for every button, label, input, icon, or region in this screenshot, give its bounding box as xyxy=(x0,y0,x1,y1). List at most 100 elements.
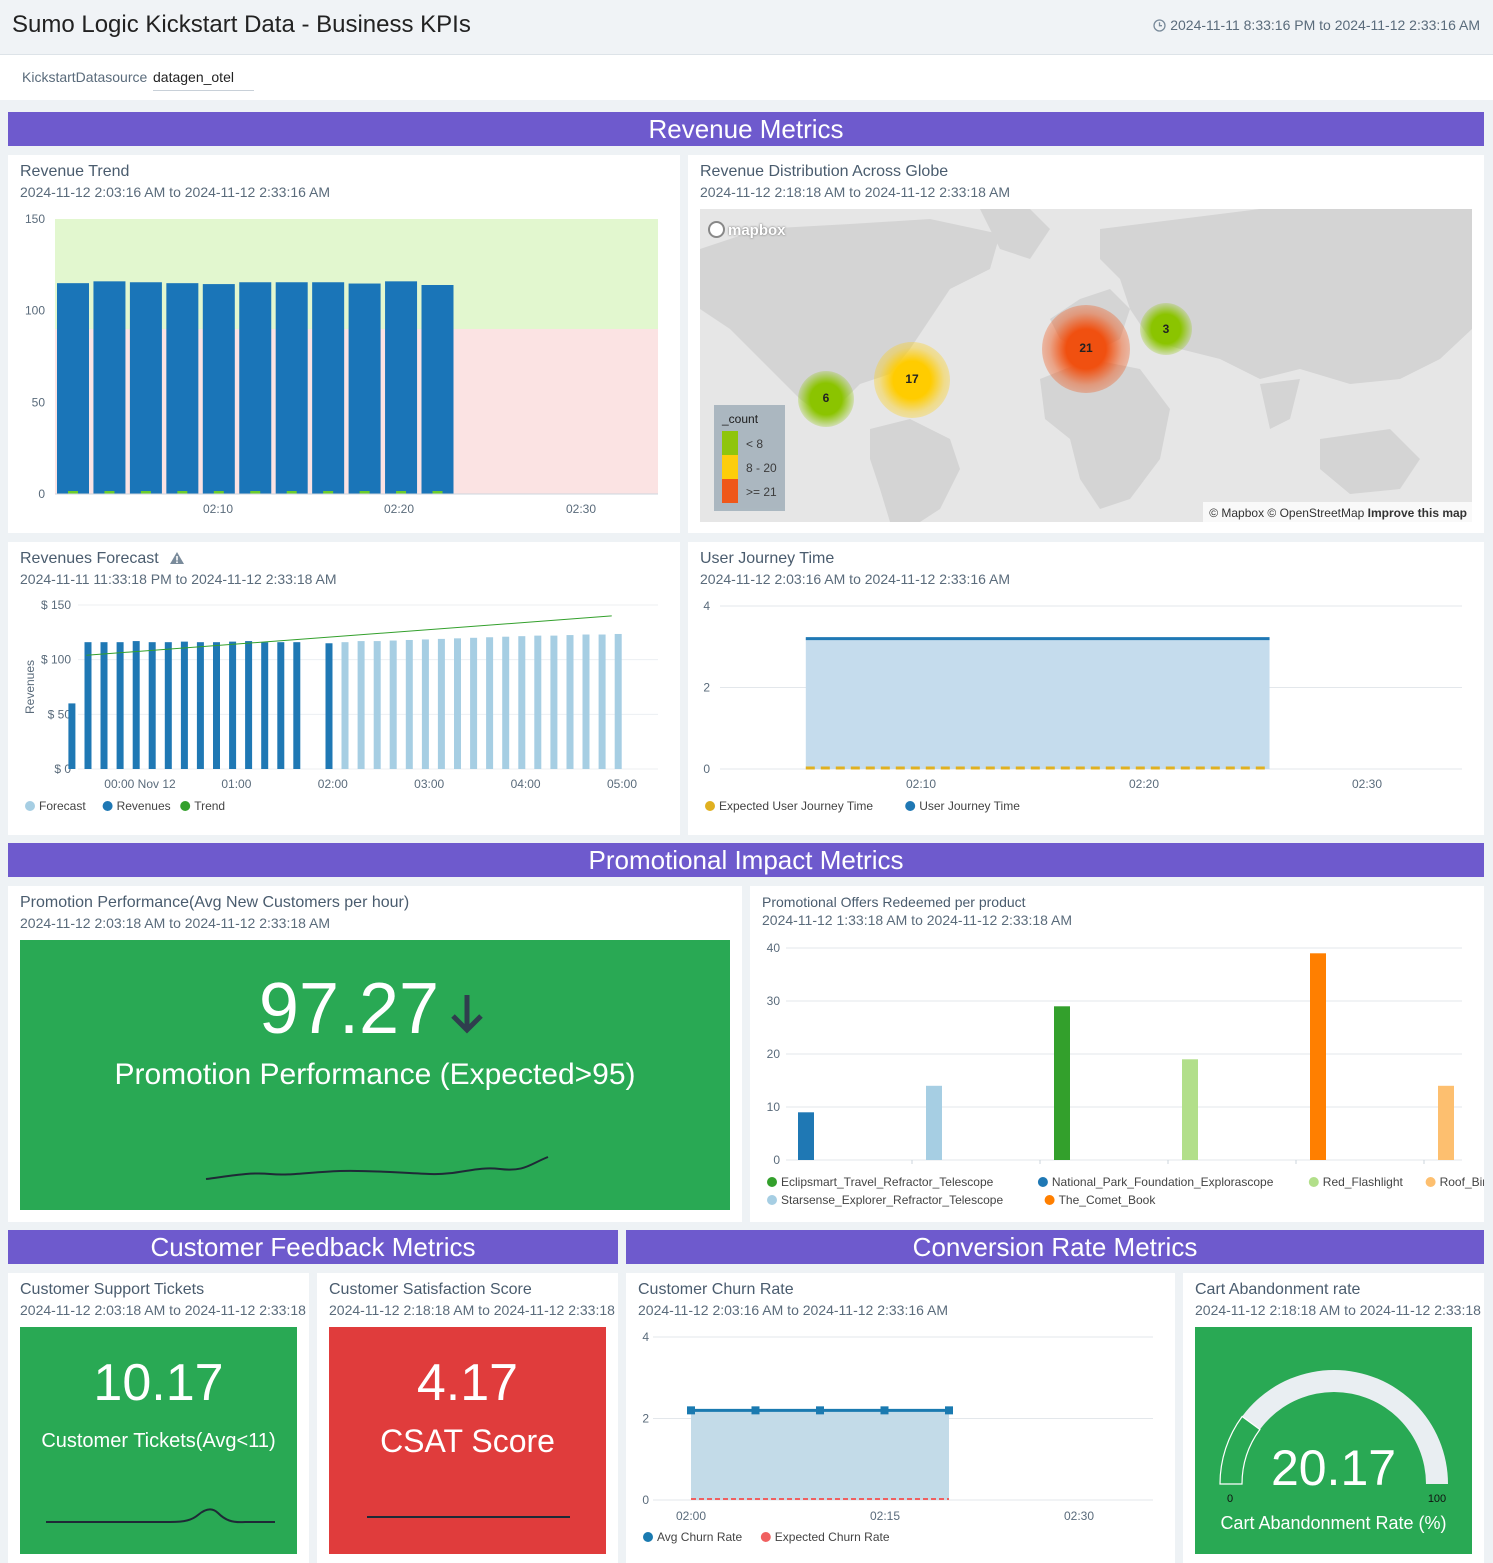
section-promotional-impact: Promotional Impact Metrics xyxy=(8,843,1484,877)
gauge-track xyxy=(1220,1370,1448,1484)
time-range-picker[interactable]: 2024-11-11 8:33:16 PM to 2024-11-12 2:33… xyxy=(1153,17,1480,33)
forecast-bar xyxy=(389,640,397,769)
forecast-bar xyxy=(421,639,429,769)
x-tick-label: 02:15 xyxy=(870,1509,900,1523)
gauge-min: 0 xyxy=(1227,1493,1233,1505)
single-value: 10.17 xyxy=(93,1354,224,1412)
legend-label: Red_Flashlight xyxy=(1323,1175,1404,1189)
churn-point xyxy=(751,1406,760,1415)
panel-cart-abandonment[interactable]: Cart Abandonment rate 2024-11-12 2:18:18… xyxy=(1183,1273,1484,1563)
revenue-bar xyxy=(213,642,220,769)
legend-label: Trend xyxy=(194,799,225,813)
bar xyxy=(926,1085,942,1160)
legend-swatch xyxy=(722,431,738,455)
warning-icon[interactable] xyxy=(169,551,185,565)
baseline-marker xyxy=(396,491,407,494)
revenue-bar xyxy=(245,641,253,769)
churn-rate-chart: 0 2 4 02:00 02:15 02:30 Avg Churn Rate Expected… xyxy=(642,1330,1153,1544)
map-cluster-marker[interactable]: 3 xyxy=(1140,303,1192,355)
panel-title: Customer Satisfaction Score xyxy=(329,1281,532,1298)
panel-user-journey-time[interactable]: User Journey Time 2024-11-12 2:03:16 AM … xyxy=(688,542,1484,835)
panel-revenues-forecast[interactable]: Revenues Forecast 2024-11-11 11:33:18 PM… xyxy=(8,542,680,835)
y-tick-label: 4 xyxy=(642,1330,649,1344)
panel-promotion-performance[interactable]: Promotion Performance(Avg New Customers … xyxy=(8,886,742,1222)
panel-revenue-globe[interactable]: Revenue Distribution Across Globe 2024-1… xyxy=(688,155,1484,533)
legend-swatch xyxy=(722,479,738,503)
datasource-filter-input[interactable]: datagen_otel xyxy=(153,69,254,91)
panel-title: Revenues Forecast xyxy=(20,550,185,568)
y-tick-label: 2 xyxy=(642,1412,649,1426)
revenue-bar xyxy=(196,642,204,769)
panel-promotional-offers[interactable]: Promotional Offers Redeemed per product … xyxy=(750,886,1484,1222)
legend-label: User Journey Time xyxy=(919,799,1020,813)
panel-revenue-trend[interactable]: Revenue Trend 2024-11-12 2:03:16 AM to 2… xyxy=(8,155,680,533)
panel-customer-churn-rate[interactable]: Customer Churn Rate 2024-11-12 2:03:16 A… xyxy=(626,1273,1175,1563)
y-tick-label: $ 150 xyxy=(41,598,71,612)
map-cluster-marker[interactable]: 21 xyxy=(1042,305,1130,393)
x-tick-label: 02:10 xyxy=(203,502,233,516)
revenue-bar xyxy=(261,642,269,769)
y-tick-label: $ 100 xyxy=(41,653,71,667)
panel-title: Revenue Trend xyxy=(20,163,130,180)
bar xyxy=(275,282,308,494)
x-tick-label: 02:20 xyxy=(1129,777,1159,791)
panel-title: Customer Churn Rate xyxy=(638,1281,794,1298)
legend-label: 8 - 20 xyxy=(746,461,777,475)
world-map[interactable]: mapbox 6 17 21 3 _count < 8 8 - 20 >= 21… xyxy=(700,209,1472,522)
legend-label: Starsense_Explorer_Refractor_Telescope xyxy=(781,1193,1003,1207)
panel-title: Cart Abandonment rate xyxy=(1195,1281,1361,1298)
y-tick-label: 150 xyxy=(25,212,45,226)
legend-marker xyxy=(1308,1177,1319,1187)
x-tick-label: 02:30 xyxy=(566,502,596,516)
forecast-bar xyxy=(582,634,590,769)
gauge-max: 100 xyxy=(1428,1493,1446,1505)
forecast-bar xyxy=(373,641,381,769)
revenue-bar xyxy=(180,641,188,769)
improve-map-link[interactable]: Improve this map xyxy=(1367,506,1467,520)
x-tick-label: 05:00 xyxy=(607,777,637,791)
arrow-down-icon xyxy=(451,995,483,1034)
legend-marker xyxy=(180,801,191,811)
map-legend-title: _count xyxy=(722,412,759,426)
bar xyxy=(166,283,199,494)
bar xyxy=(239,282,272,494)
x-tick-label: 04:00 xyxy=(511,777,541,791)
bar xyxy=(1054,1006,1070,1160)
gauge: 0 100 xyxy=(1219,1370,1448,1505)
bar xyxy=(312,282,345,494)
trend-line xyxy=(86,615,612,656)
x-tick-label: 00:00 Nov 12 xyxy=(104,777,176,791)
single-value-tile: 97.27 Promotion Performance (Expected>95… xyxy=(20,940,730,1210)
dashboard-header: Sumo Logic Kickstart Data - Business KPI… xyxy=(0,0,1493,55)
bar xyxy=(1310,953,1326,1160)
y-tick-label: 0 xyxy=(773,1153,780,1167)
legend-label: Avg Churn Rate xyxy=(657,1530,742,1544)
forecast-bar xyxy=(357,641,365,769)
forecast-bar xyxy=(566,635,574,769)
forecast-bar xyxy=(405,639,413,769)
forecast-bar xyxy=(614,633,622,769)
panel-title: Revenue Distribution Across Globe xyxy=(700,163,949,180)
sparkline xyxy=(367,1516,570,1518)
panel-time-range: 2024-11-11 11:33:18 PM to 2024-11-12 2:3… xyxy=(20,571,337,587)
bar xyxy=(798,1112,814,1160)
panel-customer-satisfaction[interactable]: Customer Satisfaction Score 2024-11-12 2… xyxy=(317,1273,618,1563)
panel-customer-support-tickets[interactable]: Customer Support Tickets 2024-11-12 2:03… xyxy=(8,1273,309,1563)
single-value-tile: 4.17 CSAT Score xyxy=(329,1327,606,1554)
y-tick-label: 4 xyxy=(703,599,710,613)
section-customer-feedback: Customer Feedback Metrics xyxy=(8,1230,618,1264)
legend-label: Forecast xyxy=(39,799,86,813)
legend-marker xyxy=(760,1532,771,1542)
gauge-fill xyxy=(1219,1415,1261,1485)
forecast-bar xyxy=(486,637,494,769)
legend-marker xyxy=(767,1177,777,1187)
map-cluster-marker[interactable]: 17 xyxy=(874,342,950,418)
y-tick-label: 40 xyxy=(767,941,781,955)
forecast-bar xyxy=(470,637,478,769)
legend-label: Expected User Journey Time xyxy=(719,799,873,813)
panel-time-range: 2024-11-12 2:03:18 AM to 2024-11-12 2:33… xyxy=(20,1302,309,1318)
churn-area xyxy=(691,1410,949,1500)
map-cluster-marker[interactable]: 6 xyxy=(798,371,854,427)
bar xyxy=(57,283,89,494)
y-tick-label: $ 50 xyxy=(48,707,72,721)
